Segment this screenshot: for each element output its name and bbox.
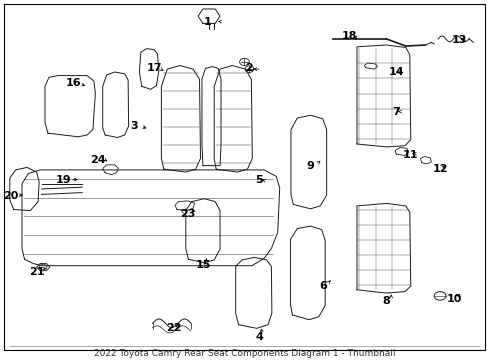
Text: 19: 19: [56, 175, 71, 185]
Text: 21: 21: [29, 267, 44, 277]
Text: 22: 22: [165, 323, 181, 333]
Text: 2: 2: [245, 63, 253, 73]
Text: 10: 10: [446, 294, 462, 304]
Text: 12: 12: [431, 164, 447, 174]
Text: 1: 1: [203, 17, 211, 27]
Text: 3: 3: [130, 121, 138, 131]
Text: 14: 14: [387, 67, 403, 77]
Text: 18: 18: [341, 31, 357, 41]
Text: 17: 17: [146, 63, 162, 73]
Text: 11: 11: [402, 150, 418, 160]
Text: 5: 5: [255, 175, 263, 185]
Text: 8: 8: [382, 296, 389, 306]
Text: 16: 16: [65, 78, 81, 88]
Text: 7: 7: [391, 107, 399, 117]
Text: 20: 20: [3, 191, 19, 201]
Text: 24: 24: [90, 155, 105, 165]
Text: 2022 Toyota Camry Rear Seat Components Diagram 1 - Thumbnail: 2022 Toyota Camry Rear Seat Components D…: [94, 349, 394, 358]
Text: 9: 9: [306, 161, 314, 171]
Text: 15: 15: [195, 260, 210, 270]
Text: 23: 23: [180, 209, 196, 219]
Text: 6: 6: [318, 281, 326, 291]
Text: 13: 13: [451, 35, 467, 45]
Text: 4: 4: [255, 332, 263, 342]
